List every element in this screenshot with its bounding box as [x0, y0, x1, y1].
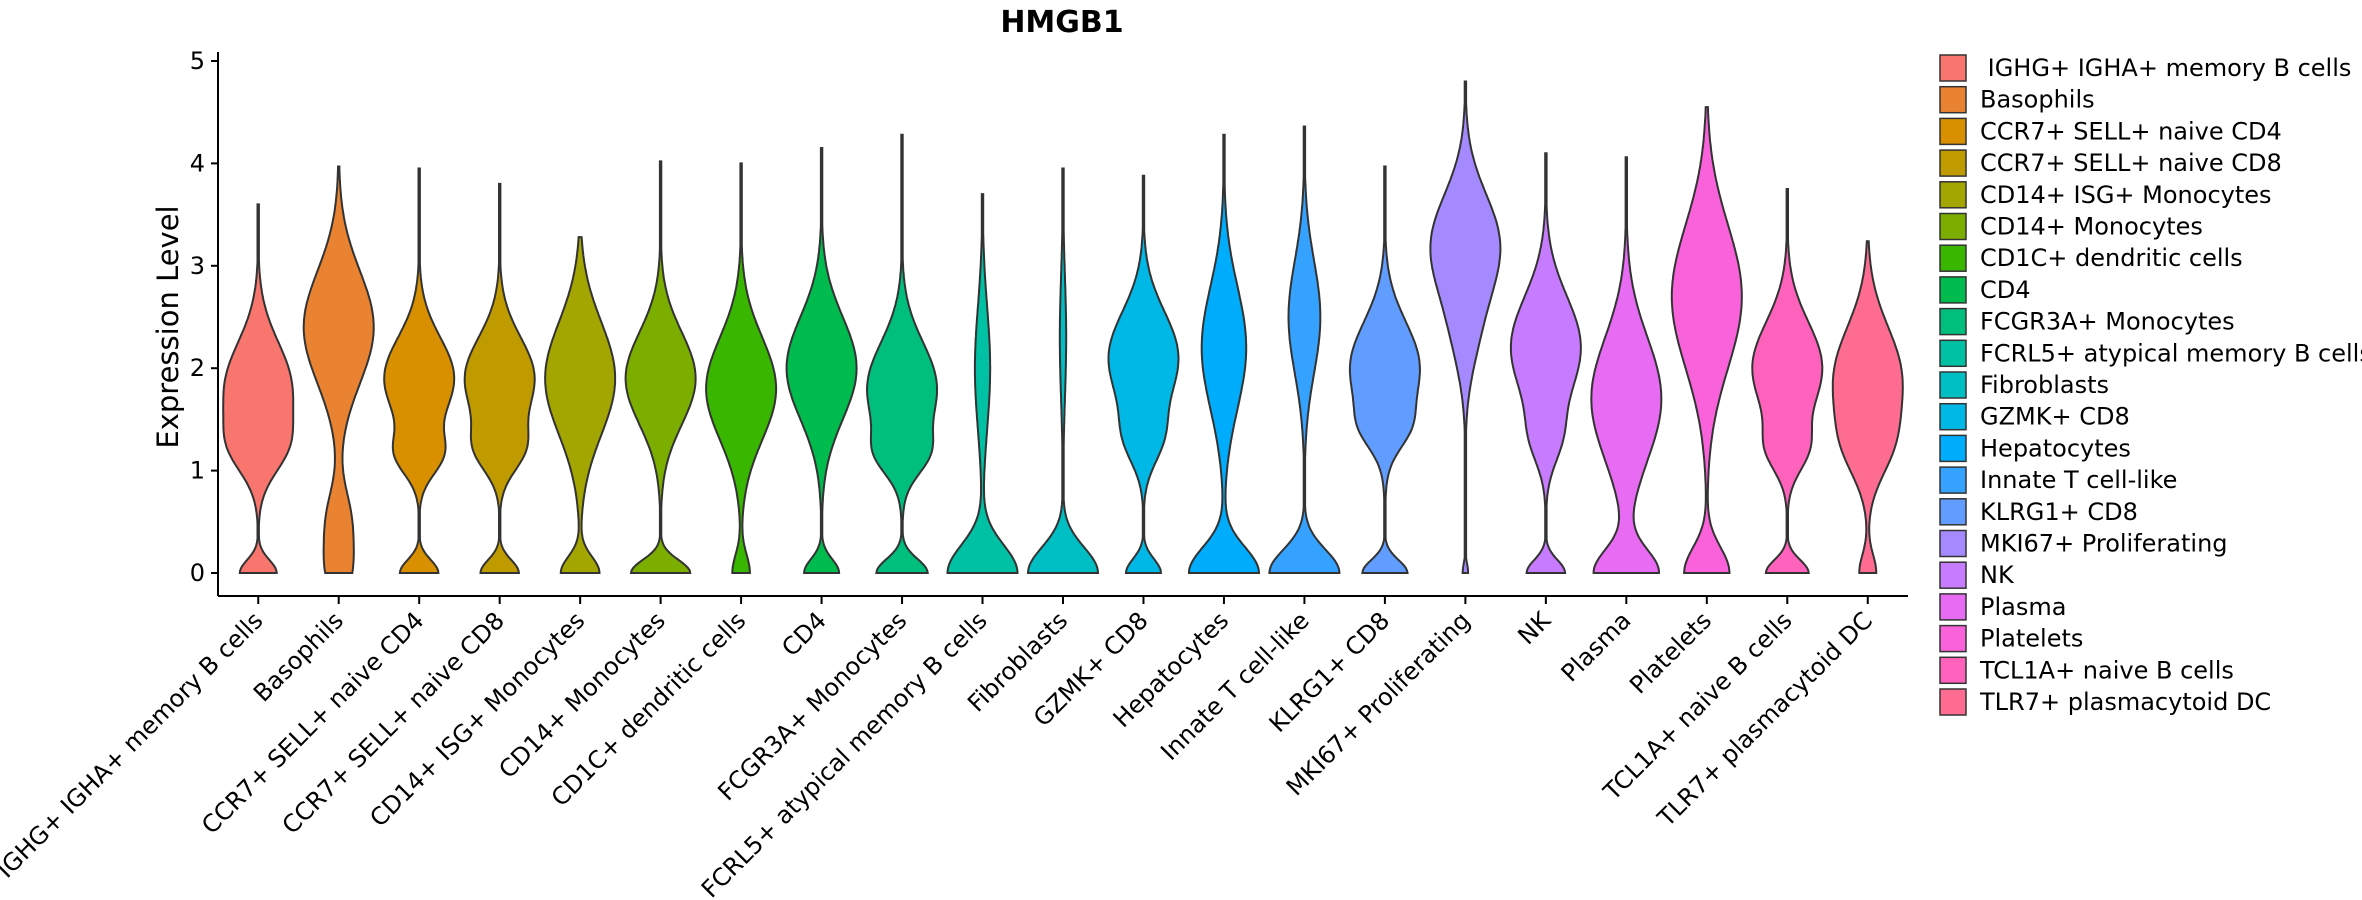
- legend: IGHG+ IGHA+ memory B cells Basophils CCR7+…: [1939, 54, 2362, 716]
- violin-ccr7-sell-naive-cd4: [383, 167, 456, 574]
- violin-hepatocytes: [1187, 133, 1261, 574]
- legend-label: CD14+ Monocytes: [1980, 213, 2203, 241]
- legend-swatch: [1939, 181, 1967, 209]
- legend-swatch: [1939, 529, 1967, 558]
- legend-swatch: [1939, 561, 1967, 589]
- chart-title: HMGB1: [1000, 5, 1123, 40]
- legend-swatch: [1939, 276, 1967, 304]
- violin-tlr7-plasmacytoid-dc: [1831, 240, 1904, 574]
- legend-label: NK: [1980, 561, 2015, 589]
- y-tick-label: 1: [190, 457, 205, 485]
- y-tick-label: 2: [190, 354, 205, 382]
- legend-swatch: [1939, 371, 1967, 399]
- legend-swatch: [1939, 212, 1967, 241]
- legend-swatch: [1939, 593, 1967, 621]
- legend-swatch: [1939, 434, 1967, 463]
- x-tick-label: CD4: [776, 606, 832, 662]
- violin-basophils: [302, 165, 375, 574]
- violin-cd4: [785, 147, 858, 574]
- x-tick-label: IGHG+ IGHA+ memory B cells: [0, 606, 268, 883]
- violin-platelets: [1670, 106, 1743, 574]
- y-tick-label: 0: [190, 559, 205, 587]
- violin-ccr7-sell-naive-cd8: [463, 182, 536, 574]
- legend-swatch: [1939, 466, 1967, 494]
- violin-cd1c-dendritic-cells: [705, 162, 778, 574]
- y-tick-label: 4: [190, 149, 205, 177]
- y-tick-label: 5: [190, 47, 205, 75]
- legend-label: CD14+ ISG+ Monocytes: [1980, 181, 2272, 209]
- legend-label: FCGR3A+ Monocytes: [1980, 308, 2235, 336]
- legend-swatch: [1939, 498, 1967, 526]
- legend-swatch: [1939, 688, 1967, 716]
- legend-label: TCL1A+ naive B cells: [1979, 656, 2234, 684]
- legend-label: TLR7+ plasmacytoid DC: [1979, 688, 2271, 716]
- x-axis: IGHG+ IGHA+ memory B cellsBasophilsCCR7+…: [0, 595, 1908, 900]
- violin-ighg-igha-memory-b-cells: [222, 203, 295, 574]
- x-tick-label: FCRL5+ atypical memory B cells: [696, 606, 993, 900]
- violin-fcrl5-atypical-memory-b-cells: [946, 193, 1019, 574]
- legend-swatch: [1939, 307, 1967, 336]
- violin-gzmk-cd8: [1107, 174, 1180, 574]
- legend-swatch: [1939, 339, 1967, 368]
- legend-label: CD4: [1980, 276, 2031, 304]
- legend-swatch: [1939, 149, 1967, 177]
- legend-label: GZMK+ CD8: [1980, 403, 2130, 431]
- legend-label: Basophils: [1980, 86, 2095, 114]
- legend-swatch: [1939, 244, 1967, 272]
- violin-tcl1a-naive-b-cells: [1751, 188, 1824, 574]
- legend-swatch: [1939, 85, 1967, 114]
- violin-cd14-monocytes: [624, 160, 697, 574]
- legend-label: FCRL5+ atypical memory B cells: [1980, 339, 2362, 367]
- violins: [222, 80, 1904, 574]
- legend-label: Fibroblasts: [1980, 371, 2109, 399]
- violin-innate-t-cell-like: [1268, 125, 1341, 574]
- violin-klrg1-cd8: [1348, 165, 1421, 574]
- violin-mki67-proliferating: [1429, 80, 1502, 574]
- legend-swatch: [1939, 624, 1967, 653]
- legend-label: Platelets: [1980, 625, 2083, 653]
- legend-label: MKI67+ Proliferating: [1980, 530, 2228, 558]
- legend-label: Plasma: [1980, 593, 2066, 621]
- legend-swatch: [1939, 402, 1967, 431]
- x-tick-label: Innate T cell-like: [1155, 606, 1314, 765]
- legend-label: KLRG1+ CD8: [1980, 498, 2138, 526]
- y-axis-label: Expression Level: [151, 205, 185, 448]
- legend-label: IGHG+ IGHA+ memory B cells: [1980, 54, 2351, 82]
- violin-plasma: [1590, 156, 1663, 574]
- violin-nk: [1509, 152, 1582, 574]
- legend-label: Innate T cell-like: [1980, 466, 2177, 494]
- legend-label: CD1C+ dendritic cells: [1980, 244, 2243, 272]
- violin-fcgr3a-monocytes: [865, 133, 938, 574]
- legend-label: CCR7+ SELL+ naive CD8: [1980, 149, 2282, 177]
- legend-label: CCR7+ SELL+ naive CD4: [1980, 117, 2282, 145]
- legend-label: Hepatocytes: [1980, 434, 2131, 462]
- legend-swatch: [1939, 656, 1967, 685]
- x-tick-label: NK: [1512, 606, 1557, 651]
- y-axis: 0 1 2 3 4 5: [190, 47, 219, 596]
- y-tick-label: 3: [190, 252, 205, 280]
- violin-cd14-isg-monocytes: [544, 236, 617, 574]
- legend-swatch: [1939, 117, 1967, 146]
- x-tick-label: Plasma: [1556, 606, 1637, 687]
- violin-fibroblasts: [1026, 167, 1100, 574]
- legend-swatch: [1939, 54, 1967, 82]
